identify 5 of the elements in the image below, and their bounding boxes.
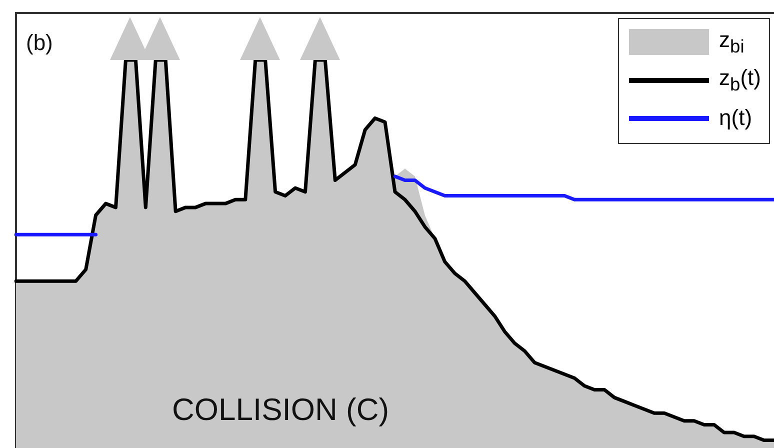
annotation: COLLISION (C) bbox=[172, 392, 390, 428]
text: (b) bbox=[26, 30, 53, 56]
legend-label: z$_{b}$(t) bbox=[719, 64, 761, 96]
legend-label: z$_{bi}$ bbox=[719, 26, 744, 58]
legend-label: η(t) bbox=[719, 105, 752, 131]
